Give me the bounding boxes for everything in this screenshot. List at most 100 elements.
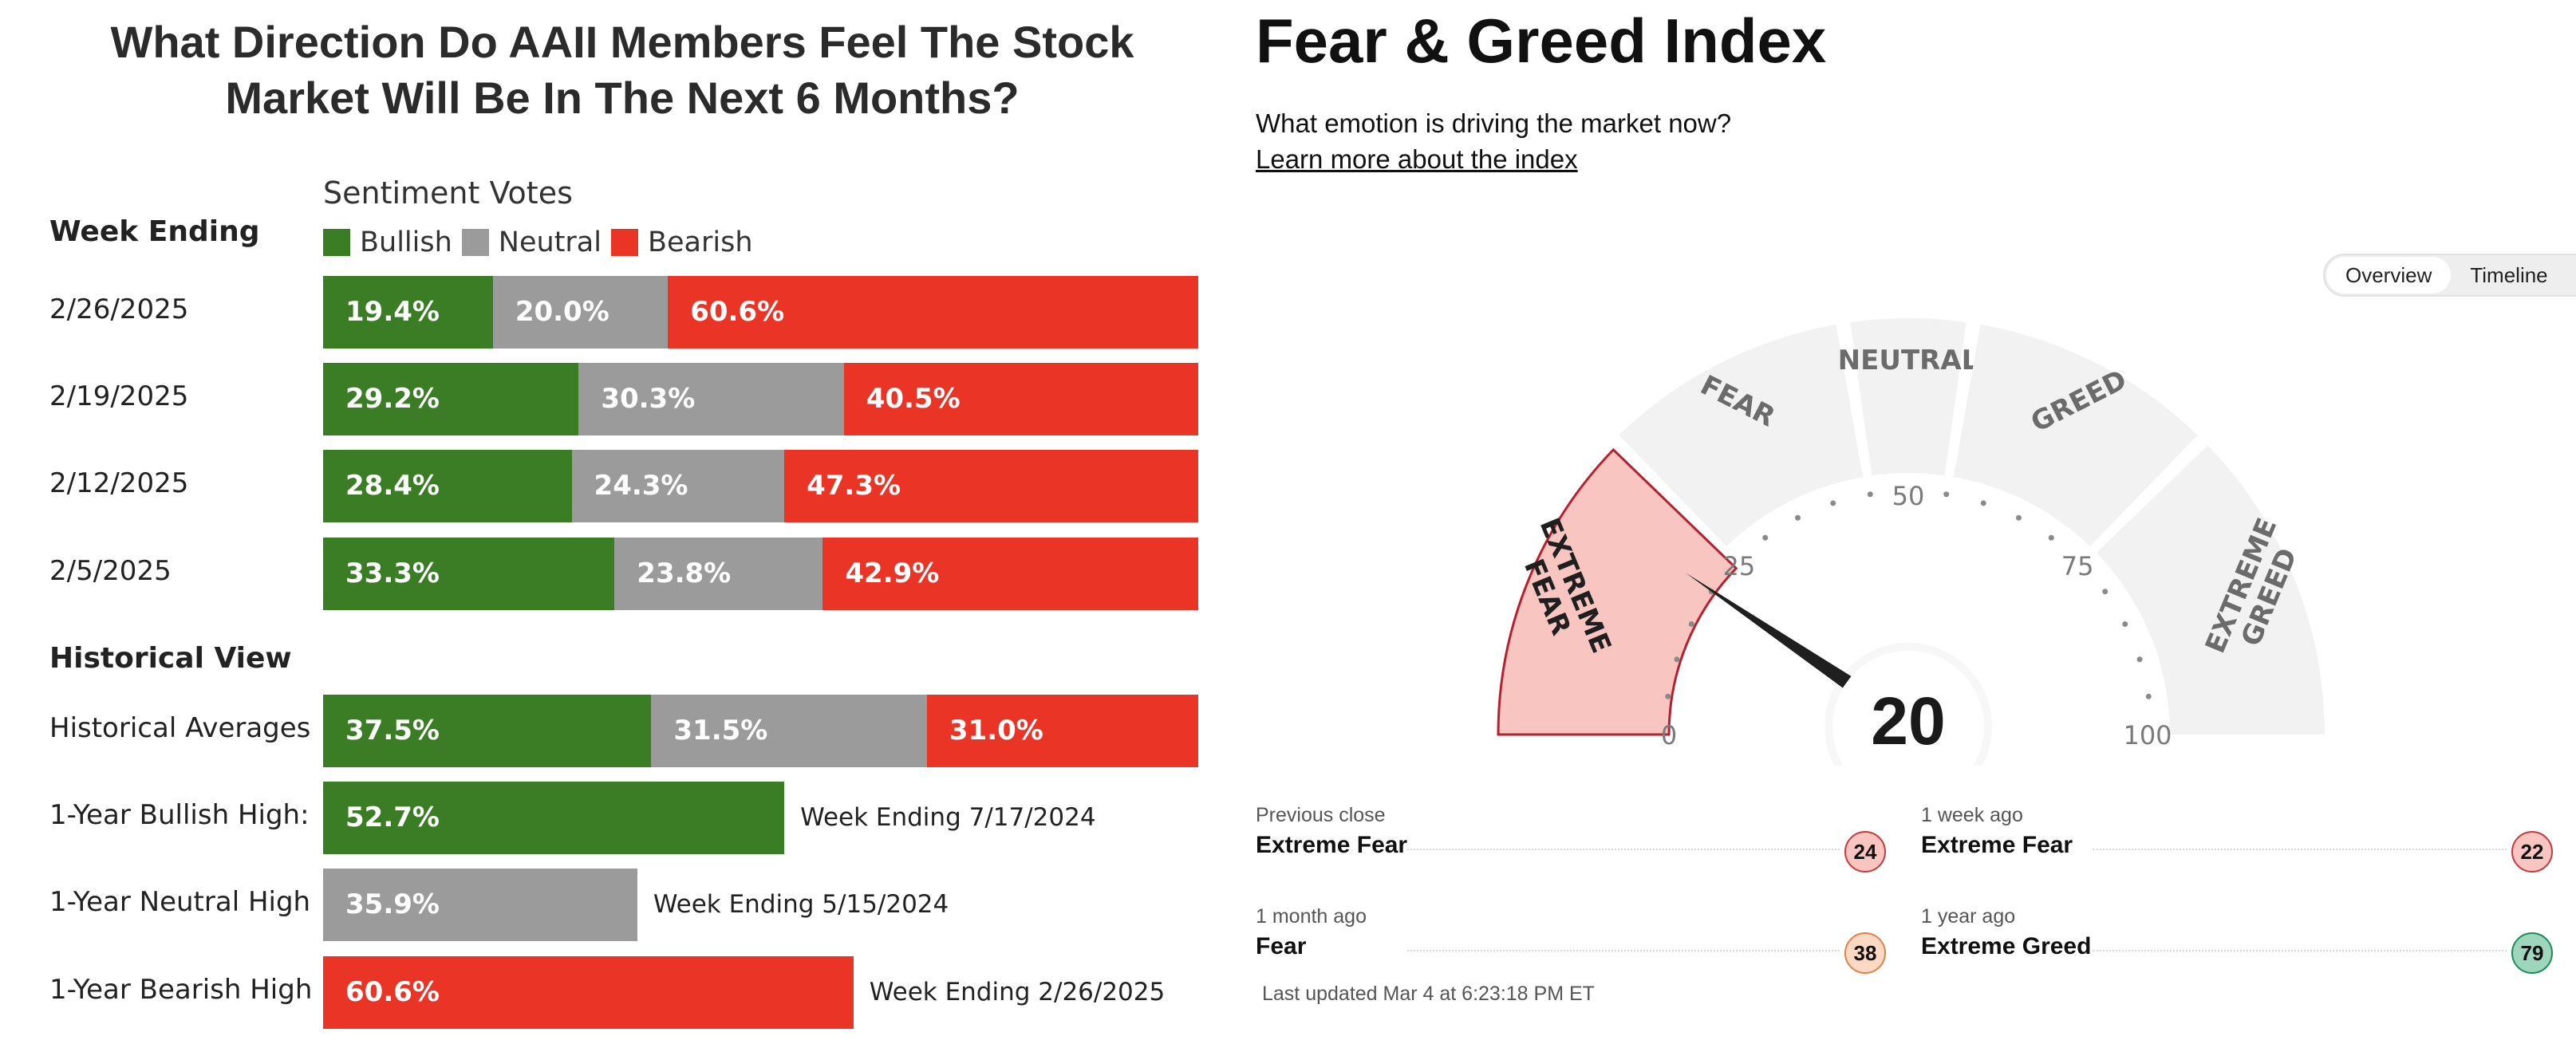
fear-greed-subtitle: What emotion is driving the market now? [1256,108,1732,138]
bar-value-label-bullish: 28.4% [345,470,440,502]
bar-segment-neutral [492,276,669,349]
bar-value-label-bullish: 33.3% [345,557,440,589]
gauge-tick-dot [1688,621,1694,628]
bar-value-label-neutral: 23.8% [637,557,732,589]
week-bar-row: 19.4% 20.0% 60.6% [323,276,1198,349]
history-stat-badge: 38 [1844,932,1886,974]
history-stat-rating: Extreme Fear [1921,832,2073,858]
legend-swatch-neutral [461,229,489,256]
gauge-tick-dot [2145,693,2152,699]
historical-view-header: Historical View [49,642,292,675]
historical-bar-row: 37.5% 31.5% 31.0% [323,695,1198,767]
gauge-tick-dot [2015,514,2022,521]
history-stat-label: Previous close [1256,804,1386,826]
bar-value-label-bearish: 42.9% [845,557,940,589]
gauge-tick-label: 50 [1892,481,1925,511]
week-bar-row: 29.2% 30.3% 40.5% [323,363,1198,435]
legend: Bullish Neutral Bearish [323,227,763,258]
bar-segment-neutral [614,538,823,610]
gauge-zone-neutral [1850,318,1967,476]
gauge-tick-dot [1830,500,1836,506]
history-stat-leader-line [2093,950,2507,951]
history-stat-leader-line [2093,849,2507,850]
chart-title-line-2: Market Will Be In The Next 6 Months? [225,73,1020,123]
bar-segment-bearish [843,363,1198,435]
tab-timeline[interactable]: Timeline [2470,263,2548,287]
history-stat: 1 month ago Fear [1256,905,1367,960]
fear-greed-panel: Fear & Greed Index What emotion is drivi… [1245,0,2576,1040]
bar-value-label-neutral: 20.0% [515,296,609,328]
bar-segment-bearish [926,695,1198,767]
bar-value-label-bullish: 19.4% [345,296,440,328]
bar-segment-bullish [323,450,572,522]
bar-segment-neutral [651,695,927,767]
history-stat-rating: Extreme Fear [1256,832,1408,858]
tab-overview[interactable]: Overview [2326,257,2452,293]
bar-annotation: Week Ending 7/17/2024 [800,803,1096,832]
history-stat-leader-line [1407,849,1840,850]
bar-segment-bearish [668,276,1198,349]
bar-value-label-bullish: 29.2% [345,383,440,415]
gauge-tick-dot [2102,589,2109,595]
week-ending-header: Week Ending [49,215,260,248]
bar-value-label-neutral: 31.5% [673,715,768,747]
fear-greed-title: Fear & Greed Index [1256,6,1827,76]
legend-swatch-bullish [323,229,350,256]
gauge-tick-label: 0 [1661,720,1677,750]
week-category-label: 2/12/2025 [49,467,189,499]
aaii-sentiment-panel: What Direction Do AAII Members Feel The … [0,0,1213,1040]
history-stat: 1 year ago Extreme Greed [1921,905,2091,960]
bar-segment-bearish [323,956,854,1029]
week-category-label: 2/26/2025 [49,293,189,325]
history-stat-rating: Fear [1256,933,1307,959]
chart-title-line-1: What Direction Do AAII Members Feel The … [110,17,1134,67]
week-category-label: 2/5/2025 [49,555,172,587]
legend-item-neutral: Neutral [461,227,602,258]
gauge-needle [1685,573,1852,688]
gauge-tick-label: 100 [2123,720,2172,750]
bar-segment-bullish [323,363,579,435]
bar-segment-neutral [571,450,785,522]
high-category-label: 1-Year Bullish High: [49,799,310,831]
bar-segment-bullish [323,538,615,610]
bar-value-label-neutral: 35.9% [345,888,440,920]
legend-item-bullish: Bullish [323,227,452,258]
high-bar-row: 35.9% Week Ending 5/15/2024 [323,869,1198,941]
bar-value-label-bullish: 52.7% [345,802,440,833]
week-category-label: 2/19/2025 [49,380,189,412]
bar-annotation: Week Ending 5/15/2024 [653,890,949,919]
bar-value-label-bearish: 31.0% [949,715,1043,747]
sentiment-votes-title: Sentiment Votes [323,175,573,211]
gauge-tick-dot [1795,514,1801,521]
bar-value-label-neutral: 30.3% [601,383,696,415]
gauge-value: 20 [1871,683,1945,758]
bar-value-label-bearish: 40.5% [866,383,961,415]
gauge-center-disc [1832,651,1984,766]
history-stat-badge: 79 [2511,932,2553,974]
gauge-tick-dot [1762,534,1769,541]
gauge-zone-extreme-greed [2096,445,2325,735]
gauge-tick-dot [1867,491,1873,498]
legend-label-neutral: Neutral [498,227,602,258]
history-stat-leader-line [1407,950,1840,951]
gauge-tick-dot [1665,693,1671,699]
legend-label-bullish: Bullish [360,227,452,258]
legend-swatch-bearish [610,229,638,256]
gauge-tick-label: 25 [1723,551,1756,581]
bar-annotation: Week Ending 2/26/2025 [869,978,1166,1007]
bar-value-label-bearish: 60.6% [690,296,785,328]
high-bar-row: 60.6% Week Ending 2/26/2025 [323,956,1198,1029]
history-stat-badge: 22 [2511,831,2553,873]
bar-segment-bearish [823,538,1198,610]
history-stat-label: 1 month ago [1256,905,1367,928]
gauge-zone-fear [1619,324,1864,547]
gauge-tick-dot [2122,621,2128,628]
learn-more-link[interactable]: Learn more about the index [1256,144,1578,174]
bar-value-label-bearish: 60.6% [345,976,440,1008]
week-bar-row: 28.4% 24.3% 47.3% [323,450,1198,522]
gauge-tick-dot [2136,656,2143,663]
gauge-tick-dot [1980,500,1986,506]
legend-item-bearish: Bearish [610,227,753,258]
gauge-tick-dot [1943,491,1950,498]
historical-category-label: Historical Averages [49,712,311,744]
